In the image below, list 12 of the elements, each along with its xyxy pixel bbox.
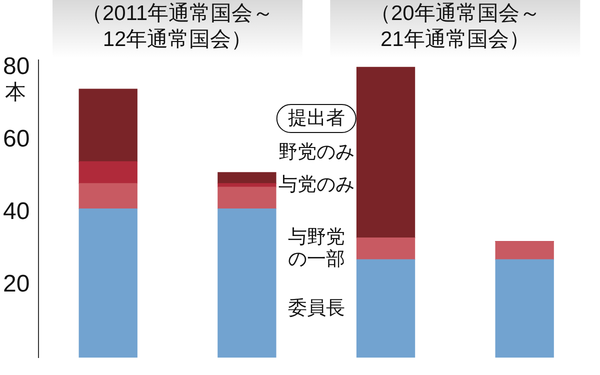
series-label: 与党のみ bbox=[278, 174, 354, 196]
series-label: 野党のみ bbox=[278, 142, 354, 163]
series-label: 与野党の一部 bbox=[288, 226, 345, 270]
legend-title: 提出者 bbox=[288, 108, 345, 129]
series-label: 委員長 bbox=[288, 298, 345, 319]
text: （20年通常国会～ 21年通常国会） bbox=[370, 2, 540, 51]
y-tick-label: 60 bbox=[2, 125, 30, 152]
text: （2011年通常国会～ 12年通常国会） bbox=[81, 2, 274, 51]
y-tick-label: 40 bbox=[2, 198, 30, 226]
y-tick-label: 80 bbox=[2, 52, 30, 80]
y-axis-title: 本 bbox=[4, 81, 26, 104]
y-tick-label: 20 bbox=[2, 270, 30, 298]
